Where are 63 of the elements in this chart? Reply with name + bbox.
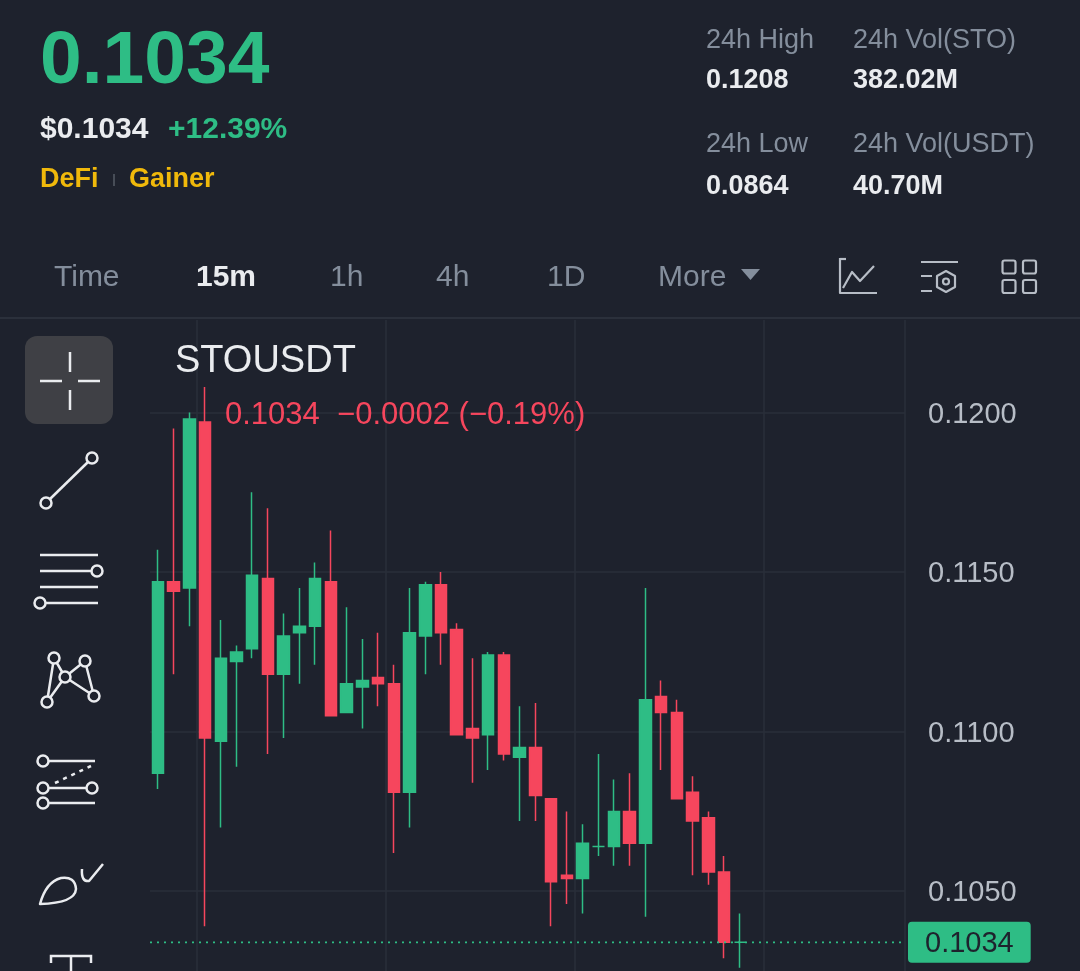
candlestick — [685, 775, 700, 877]
text: 24h Vol(USDT) — [853, 128, 1035, 158]
text: 4h — [436, 259, 470, 292]
candlestick — [166, 427, 181, 675]
candlestick — [497, 651, 511, 762]
candlestick — [151, 549, 165, 790]
text: 15m — [196, 259, 257, 292]
candlestick — [622, 772, 637, 867]
candlestick — [701, 810, 716, 886]
candlestick — [245, 491, 259, 660]
text: More — [658, 259, 727, 292]
y-tick-label: 0.1100 — [928, 715, 1015, 748]
candlestick — [654, 679, 668, 771]
text: 24h Vol(STO) — [853, 24, 1017, 54]
candlestick — [607, 778, 621, 867]
candlestick — [544, 797, 558, 928]
text: +12.39% — [168, 111, 288, 144]
candlestick — [575, 823, 590, 915]
candlestick — [434, 571, 448, 666]
annotation: 0.1034 −0.0002 (−0.19%) — [225, 396, 586, 431]
candlestick — [717, 855, 731, 959]
candlestick — [276, 612, 291, 739]
candlestick — [324, 529, 338, 717]
candlestick — [418, 580, 433, 675]
text: 1h — [330, 259, 364, 292]
text: 24h High — [706, 24, 815, 54]
candlestick — [449, 622, 464, 736]
y-tick-label: 0.1150 — [928, 556, 1015, 589]
candlestick — [560, 810, 574, 905]
text: Gainer — [129, 163, 215, 193]
candlestick — [182, 411, 197, 628]
text: Time — [54, 259, 120, 292]
text: 382.02M — [853, 64, 959, 94]
candlestick — [638, 587, 653, 918]
candlestick — [402, 587, 417, 829]
text: STOUSDT — [175, 338, 356, 380]
candlestick — [292, 587, 307, 685]
text: 24h Low — [706, 128, 809, 158]
y-tick-label: 0.1200 — [928, 396, 1017, 429]
text: 0.0864 — [706, 170, 789, 200]
candlestick — [308, 561, 322, 666]
candlestick — [481, 651, 495, 771]
candlestick — [670, 699, 684, 800]
text: DeFi — [40, 163, 99, 193]
text: 0.1208 — [706, 64, 789, 94]
candlestick — [512, 705, 527, 822]
candlestick — [214, 619, 228, 829]
candlestick — [387, 663, 401, 854]
text: 0.1034 — [40, 15, 270, 99]
candlestick — [355, 638, 370, 730]
candlestick — [465, 657, 480, 784]
candlestick — [339, 606, 354, 714]
candlestick — [261, 507, 275, 755]
candlestick — [229, 644, 244, 768]
text: 1D — [547, 259, 586, 292]
candlestick — [371, 631, 385, 707]
ref-line-label: 0.1034 — [925, 926, 1014, 959]
y-tick-label: 0.1050 — [928, 875, 1017, 908]
candlestick — [198, 386, 212, 928]
text: $0.1034 — [40, 111, 149, 144]
candlestick — [528, 702, 543, 822]
candlestick — [591, 753, 606, 857]
text: 40.70M — [853, 170, 944, 200]
